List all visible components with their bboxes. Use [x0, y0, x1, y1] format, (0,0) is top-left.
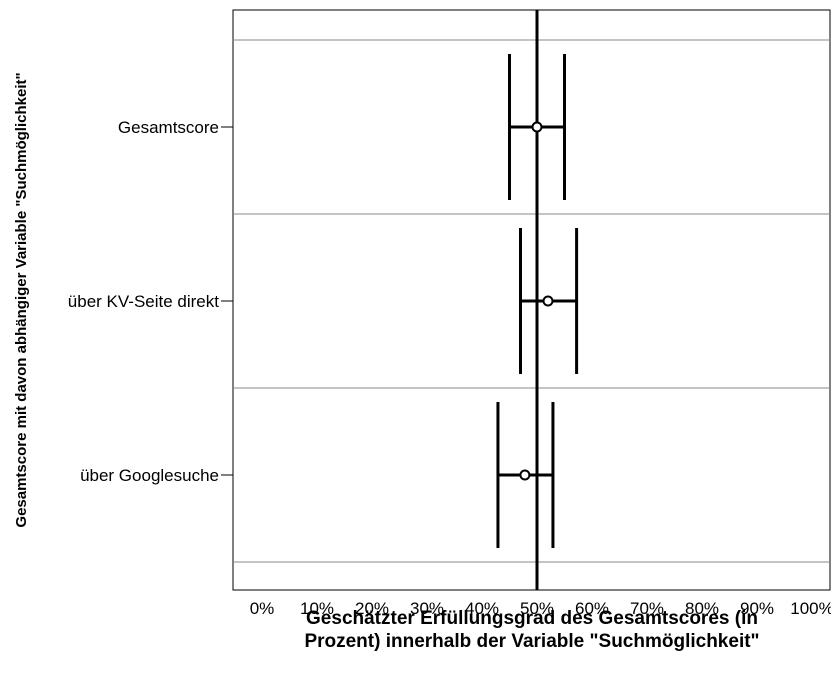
x-tick-label-5: 50% [520, 599, 554, 618]
error-bar-1 [519, 228, 579, 374]
x-tick-label-8: 80% [685, 599, 719, 618]
x-axis-title-line2: Prozent) innerhalb der Variable "Suchmög… [304, 631, 759, 652]
x-tick-label-2: 20% [355, 599, 389, 618]
category-label-0: Gesamtscore [118, 118, 219, 137]
x-axis-title-line1: Geschätzter Erfüllungsgrad des Gesamtsco… [306, 608, 758, 629]
x-tick-label-6: 60% [575, 599, 609, 618]
estimate-point-1 [542, 295, 554, 307]
error-bar-2 [496, 402, 555, 548]
category-label-2: über Googlesuche [80, 466, 219, 485]
plot-frame [232, 9, 831, 591]
x-tick-label-9: 90% [740, 599, 774, 618]
x-tick-label-4: 40% [465, 599, 499, 618]
x-axis-tick-labels: 0% 10% 20% 30% 40% 50% 60% 70% 80% 90% 100% [250, 599, 831, 618]
x-tick-label-3: 30% [410, 599, 444, 618]
category-label-1: über KV-Seite direkt [68, 292, 219, 311]
x-tick-label-1: 10% [300, 599, 334, 618]
x-tick-label-10: 100% [790, 599, 831, 618]
category-labels: Gesamtscore über KV-Seite direkt über Goog… [68, 118, 219, 485]
estimate-point-0 [531, 121, 543, 133]
row-separators [233, 39, 830, 563]
estimate-point-2 [519, 469, 531, 481]
error-bar-0 [508, 54, 566, 200]
error-bars [496, 54, 579, 548]
y-axis-title: Gesamtscore mit davon abhängiger Variabl… [13, 72, 30, 527]
x-tick-label-0: 0% [250, 599, 275, 618]
x-tick-label-7: 70% [630, 599, 664, 618]
category-ticks [221, 126, 233, 476]
